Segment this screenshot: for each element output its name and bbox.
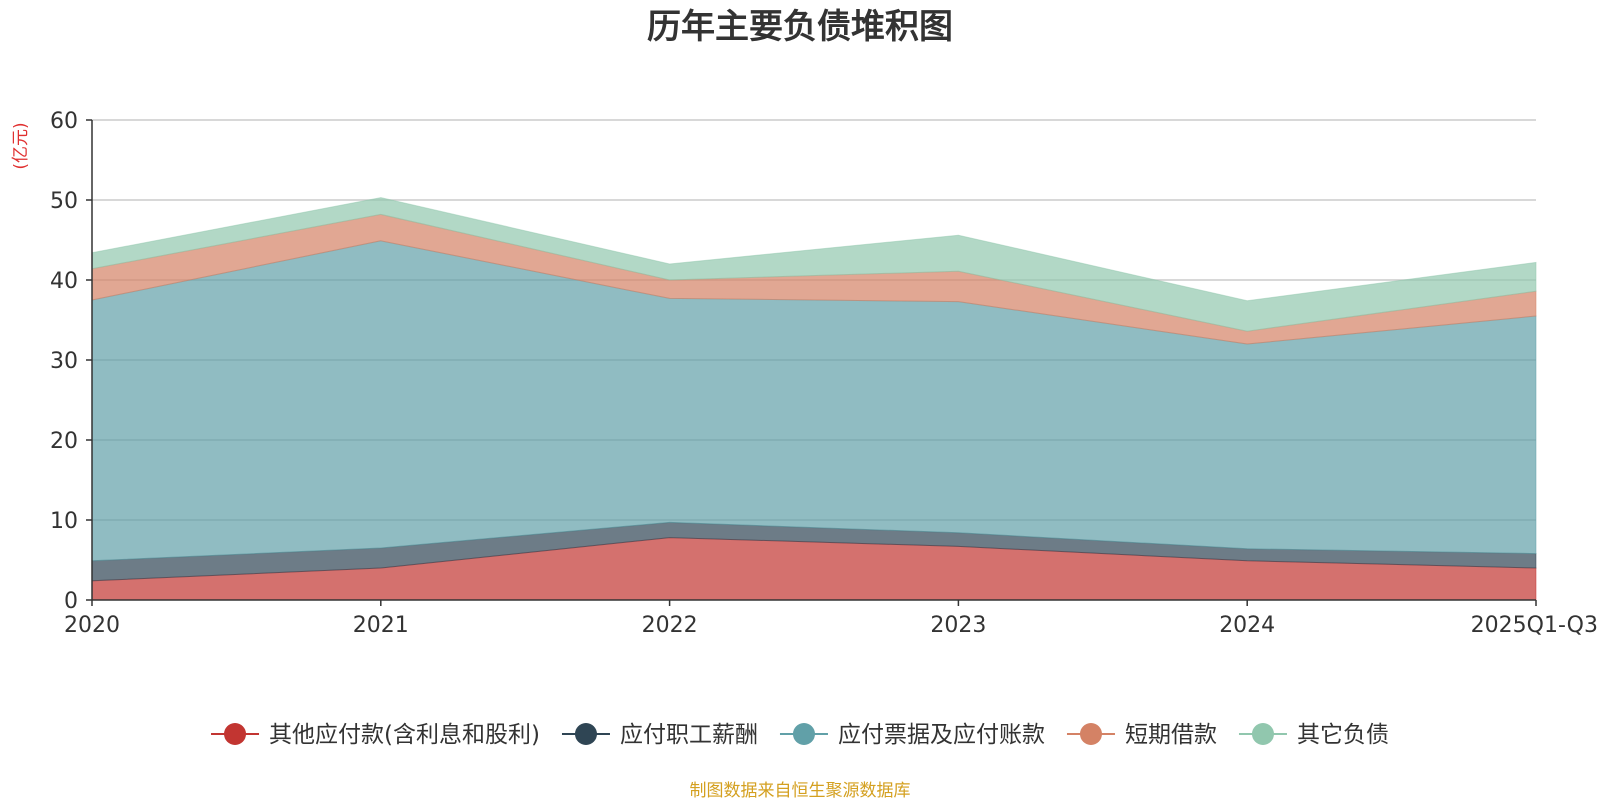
legend-label-1: 其他应付款(含利息和股利) [269, 722, 540, 748]
y-axis-label: (亿元) [11, 122, 31, 169]
legend-item-3[interactable]: 应付票据及应付账款 [779, 722, 1045, 748]
x-tick-label-5: 2024 [1219, 613, 1275, 638]
legend-label-4: 短期借款 [1125, 722, 1217, 748]
legend-dot-icon-5 [1251, 723, 1274, 745]
legend-label-5: 其它负债 [1297, 722, 1389, 748]
data-source-note: 制图数据来自恒生聚源数据库 [690, 781, 911, 800]
legend-label-2: 应付职工薪酬 [620, 722, 758, 748]
y-tick-label-60: 60 [50, 109, 78, 134]
area-series-5 [91, 197, 1537, 332]
legend-dot-icon-2 [574, 723, 597, 745]
x-tick-label-4: 2023 [930, 613, 986, 638]
y-tick-label-30: 30 [50, 349, 78, 374]
y-tick-label-20: 20 [50, 429, 78, 454]
x-tick-label-1: 2020 [64, 613, 120, 638]
legend-item-2[interactable]: 应付职工薪酬 [561, 722, 758, 748]
legend-label-3: 应付票据及应付账款 [838, 722, 1045, 748]
legend-dot-icon-3 [792, 723, 815, 745]
legend: 其他应付款(含利息和股利) 应付职工薪酬 应付票据及应付账款 短期借款 其它负债 [211, 722, 1389, 748]
legend-dot-icon-4 [1079, 723, 1102, 745]
legend-item-5[interactable]: 其它负债 [1238, 722, 1389, 748]
y-tick-label-10: 10 [50, 509, 78, 534]
x-tick-label-6: 2025Q1-Q3 [1471, 613, 1598, 638]
legend-item-4[interactable]: 短期借款 [1066, 722, 1217, 748]
legend-dot-icon-1 [224, 723, 247, 745]
legend-item-1[interactable]: 其他应付款(含利息和股利) [211, 722, 540, 748]
chart-title: 历年主要负债堆积图 [647, 7, 953, 47]
x-tick-label-2: 2021 [353, 613, 409, 638]
y-tick-label-50: 50 [50, 189, 78, 214]
y-tick-label-0: 0 [64, 589, 78, 614]
y-tick-label-40: 40 [50, 269, 78, 294]
area-series-group [91, 197, 1537, 601]
axes: 0 10 20 30 40 50 60 2020 2021 2022 2023 2024 2025Q1-… [50, 109, 1598, 638]
x-tick-label-3: 2022 [642, 613, 698, 638]
